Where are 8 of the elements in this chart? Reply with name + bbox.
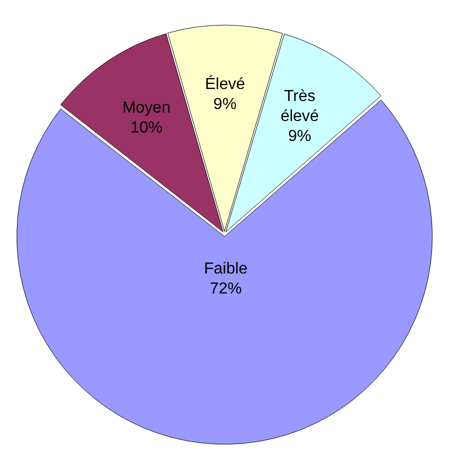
data-label: 10% [130, 120, 162, 137]
data-label: 72% [210, 280, 242, 298]
slice-label: Faible [204, 260, 248, 278]
data-label: 9% [213, 96, 237, 113]
slice-label: Très élevé [280, 88, 319, 125]
data-label: 9% [288, 128, 312, 145]
slice-label: Élevé [204, 74, 246, 93]
slice-label: Moyen [122, 100, 170, 117]
